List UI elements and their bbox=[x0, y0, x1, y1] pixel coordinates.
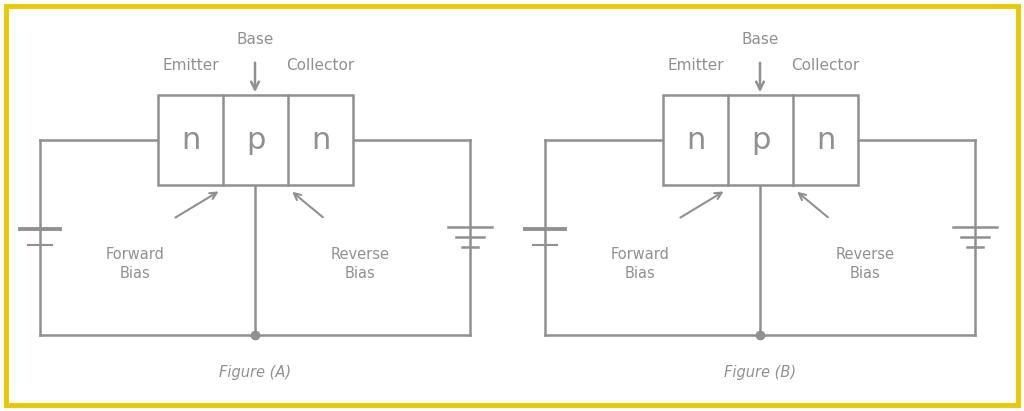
Text: Base: Base bbox=[237, 32, 273, 48]
Text: Reverse
Bias: Reverse Bias bbox=[836, 247, 895, 281]
Bar bbox=[663, 95, 858, 185]
Text: Figure (B): Figure (B) bbox=[724, 365, 796, 380]
Text: p: p bbox=[246, 125, 265, 155]
Text: Reverse
Bias: Reverse Bias bbox=[331, 247, 389, 281]
Text: Base: Base bbox=[741, 32, 778, 48]
Text: Emitter: Emitter bbox=[162, 58, 219, 72]
Text: n: n bbox=[311, 125, 330, 155]
Text: Emitter: Emitter bbox=[668, 58, 724, 72]
Text: Forward
Bias: Forward Bias bbox=[610, 247, 670, 281]
Text: p: p bbox=[751, 125, 770, 155]
Bar bbox=[158, 95, 353, 185]
Text: Collector: Collector bbox=[792, 58, 859, 72]
Text: n: n bbox=[686, 125, 706, 155]
Text: Figure (A): Figure (A) bbox=[219, 365, 291, 380]
Text: Forward
Bias: Forward Bias bbox=[105, 247, 165, 281]
Text: n: n bbox=[816, 125, 836, 155]
Text: n: n bbox=[181, 125, 200, 155]
Text: Collector: Collector bbox=[287, 58, 354, 72]
